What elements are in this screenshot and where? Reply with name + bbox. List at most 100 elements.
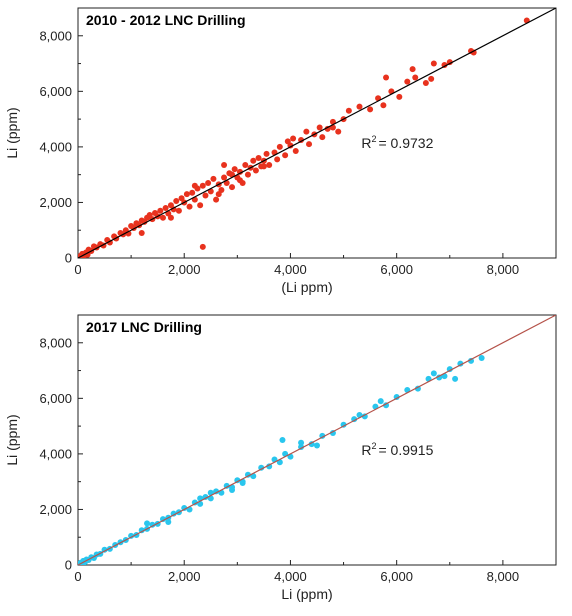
chart-1-data-point bbox=[191, 182, 198, 189]
chart-1-data-point bbox=[210, 175, 217, 182]
chart-1-data-point bbox=[274, 156, 281, 163]
chart-1-data-point bbox=[335, 128, 342, 135]
chart-1-data-point bbox=[202, 192, 209, 199]
chart-1-data-point bbox=[292, 148, 299, 155]
chart-1-data-point bbox=[252, 167, 259, 174]
chart-1-data-point bbox=[319, 134, 326, 141]
chart-1-data-point bbox=[316, 124, 323, 131]
chart-1-data-point bbox=[242, 161, 249, 168]
chart-1-data-point bbox=[231, 166, 238, 173]
chart-1-data-point bbox=[186, 203, 193, 210]
chart-1-y-tick-label: 6,000 bbox=[39, 84, 72, 99]
chart-1-data-point bbox=[236, 177, 243, 184]
chart-2-data-point bbox=[314, 442, 320, 449]
chart-1-data-point bbox=[383, 74, 390, 81]
chart-1-data-point bbox=[282, 152, 289, 159]
chart-1-data-point bbox=[430, 60, 437, 67]
chart-1-y-tick-label: 8,000 bbox=[39, 28, 72, 43]
chart-1-y-axis-label: Li (ppm) bbox=[4, 107, 20, 158]
chart-1-data-point bbox=[162, 205, 169, 211]
chart-2-data-point bbox=[430, 370, 437, 377]
chart-2-x-tick-label: 0 bbox=[74, 569, 81, 584]
chart-2: 0 2,000 4,000 6,000 8,000 0 2,000 4,000 6,000 8,0… bbox=[4, 314, 557, 602]
chart-2-data-point bbox=[478, 355, 485, 362]
chart-2-data-point bbox=[377, 398, 384, 405]
chart-1-data-point bbox=[404, 78, 411, 85]
chart-2-y-tick-label: 0 bbox=[65, 558, 72, 573]
chart-1-y-tick-label: 4,000 bbox=[39, 139, 72, 154]
chart-1-r-squared-label: R bbox=[361, 135, 371, 151]
chart-1-x-tick-label: 6,000 bbox=[380, 262, 413, 277]
chart-2-y-tick-label: 2,000 bbox=[39, 502, 72, 517]
chart-1-data-point bbox=[409, 66, 416, 73]
chart-1-data-point bbox=[244, 171, 251, 178]
chart-1-data-point bbox=[412, 74, 419, 81]
chart-1-x-axis-label: (Li ppm) bbox=[281, 279, 332, 295]
chart-1-data-point bbox=[197, 202, 204, 209]
chart-1-data-point bbox=[303, 128, 310, 135]
chart-2-r-squared-sup: 2 bbox=[371, 441, 376, 451]
chart-2-x-tick-label: 8,000 bbox=[487, 569, 520, 584]
chart-1-data-point bbox=[229, 184, 236, 191]
chart-1-data-point bbox=[260, 163, 267, 170]
chart-1-data-point bbox=[428, 75, 435, 82]
chart-1-y-tick-label: 0 bbox=[65, 251, 72, 266]
chart-1-data-point bbox=[221, 174, 228, 181]
chart-1-title: 2010 - 2012 LNC Drilling bbox=[86, 12, 246, 28]
chart-1-data-point bbox=[199, 182, 206, 189]
chart-1-points bbox=[78, 17, 530, 258]
chart-2-r-squared-label: R bbox=[361, 442, 371, 458]
chart-1-trend-line bbox=[78, 8, 556, 258]
chart-1-x-tick-label: 0 bbox=[74, 262, 81, 277]
chart-2-x-tick-label: 6,000 bbox=[380, 569, 413, 584]
chart-1-data-point bbox=[138, 230, 145, 236]
chart-1-data-point bbox=[213, 196, 220, 203]
chart-2-trend-line bbox=[78, 315, 556, 565]
chart-1-data-point bbox=[221, 161, 228, 168]
chart-2-y-tick-label: 8,000 bbox=[39, 335, 72, 350]
chart-1-data-point bbox=[284, 138, 291, 145]
chart-1-data-point bbox=[157, 207, 164, 214]
chart-1-r-squared-sup: 2 bbox=[371, 134, 376, 144]
chart-1-data-point bbox=[380, 102, 387, 109]
chart-2-y-tick-label: 6,000 bbox=[39, 391, 72, 406]
chart-1-y-tick-label: 2,000 bbox=[39, 195, 72, 210]
chart-2-r-squared-value: = 0.9915 bbox=[378, 442, 433, 458]
chart-1-data-point bbox=[266, 161, 273, 168]
chart-1: 0 2,000 4,000 6,000 8,000 0 2,000 4,000 6,000 8,0… bbox=[4, 7, 557, 295]
chart-2-x-tick-label: 2,000 bbox=[168, 569, 201, 584]
chart-1-data-point bbox=[250, 157, 257, 164]
chart-1-x-tick-label: 4,000 bbox=[274, 262, 307, 277]
chart-2-data-point bbox=[452, 375, 459, 382]
chart-1-data-point bbox=[199, 243, 206, 250]
chart-1-r-squared-value: = 0.9732 bbox=[378, 135, 433, 151]
chart-1-data-point bbox=[345, 107, 352, 114]
chart-1-data-point bbox=[255, 155, 262, 161]
chart-2-data-point bbox=[298, 439, 305, 446]
chart-1-data-point bbox=[263, 150, 270, 157]
chart-2-data-point bbox=[144, 520, 151, 527]
chart-1-data-point bbox=[173, 198, 180, 205]
chart-1-data-point bbox=[356, 103, 363, 110]
chart-2-data-point bbox=[279, 437, 286, 443]
chart-2-title: 2017 LNC Drilling bbox=[86, 319, 202, 335]
chart-1-data-point bbox=[396, 93, 403, 100]
chart-1-data-point bbox=[167, 214, 174, 221]
chart-1-data-point bbox=[183, 191, 190, 198]
chart-2-data-point bbox=[165, 518, 172, 525]
chart-1-data-point bbox=[159, 214, 166, 221]
chart-2-y-tick-label: 4,000 bbox=[39, 446, 72, 461]
chart-1-data-point bbox=[290, 135, 297, 142]
chart-1-x-tick-label: 8,000 bbox=[487, 262, 520, 277]
chart-1-x-tick-label: 2,000 bbox=[168, 262, 201, 277]
chart-1-data-point bbox=[306, 141, 313, 148]
chart-2-x-tick-label: 4,000 bbox=[274, 569, 307, 584]
chart-1-data-point bbox=[175, 207, 182, 214]
chart-2-x-axis-label: Li (ppm) bbox=[281, 586, 332, 602]
chart-1-data-point bbox=[276, 143, 283, 150]
chart-2-data-point bbox=[229, 487, 236, 493]
chart-2-y-axis-label: Li (ppm) bbox=[4, 414, 20, 465]
chart-2-r-squared-annotation: R2 = 0.9915 bbox=[361, 441, 433, 458]
chart-1-r-squared-annotation: R2 = 0.9732 bbox=[361, 134, 433, 151]
